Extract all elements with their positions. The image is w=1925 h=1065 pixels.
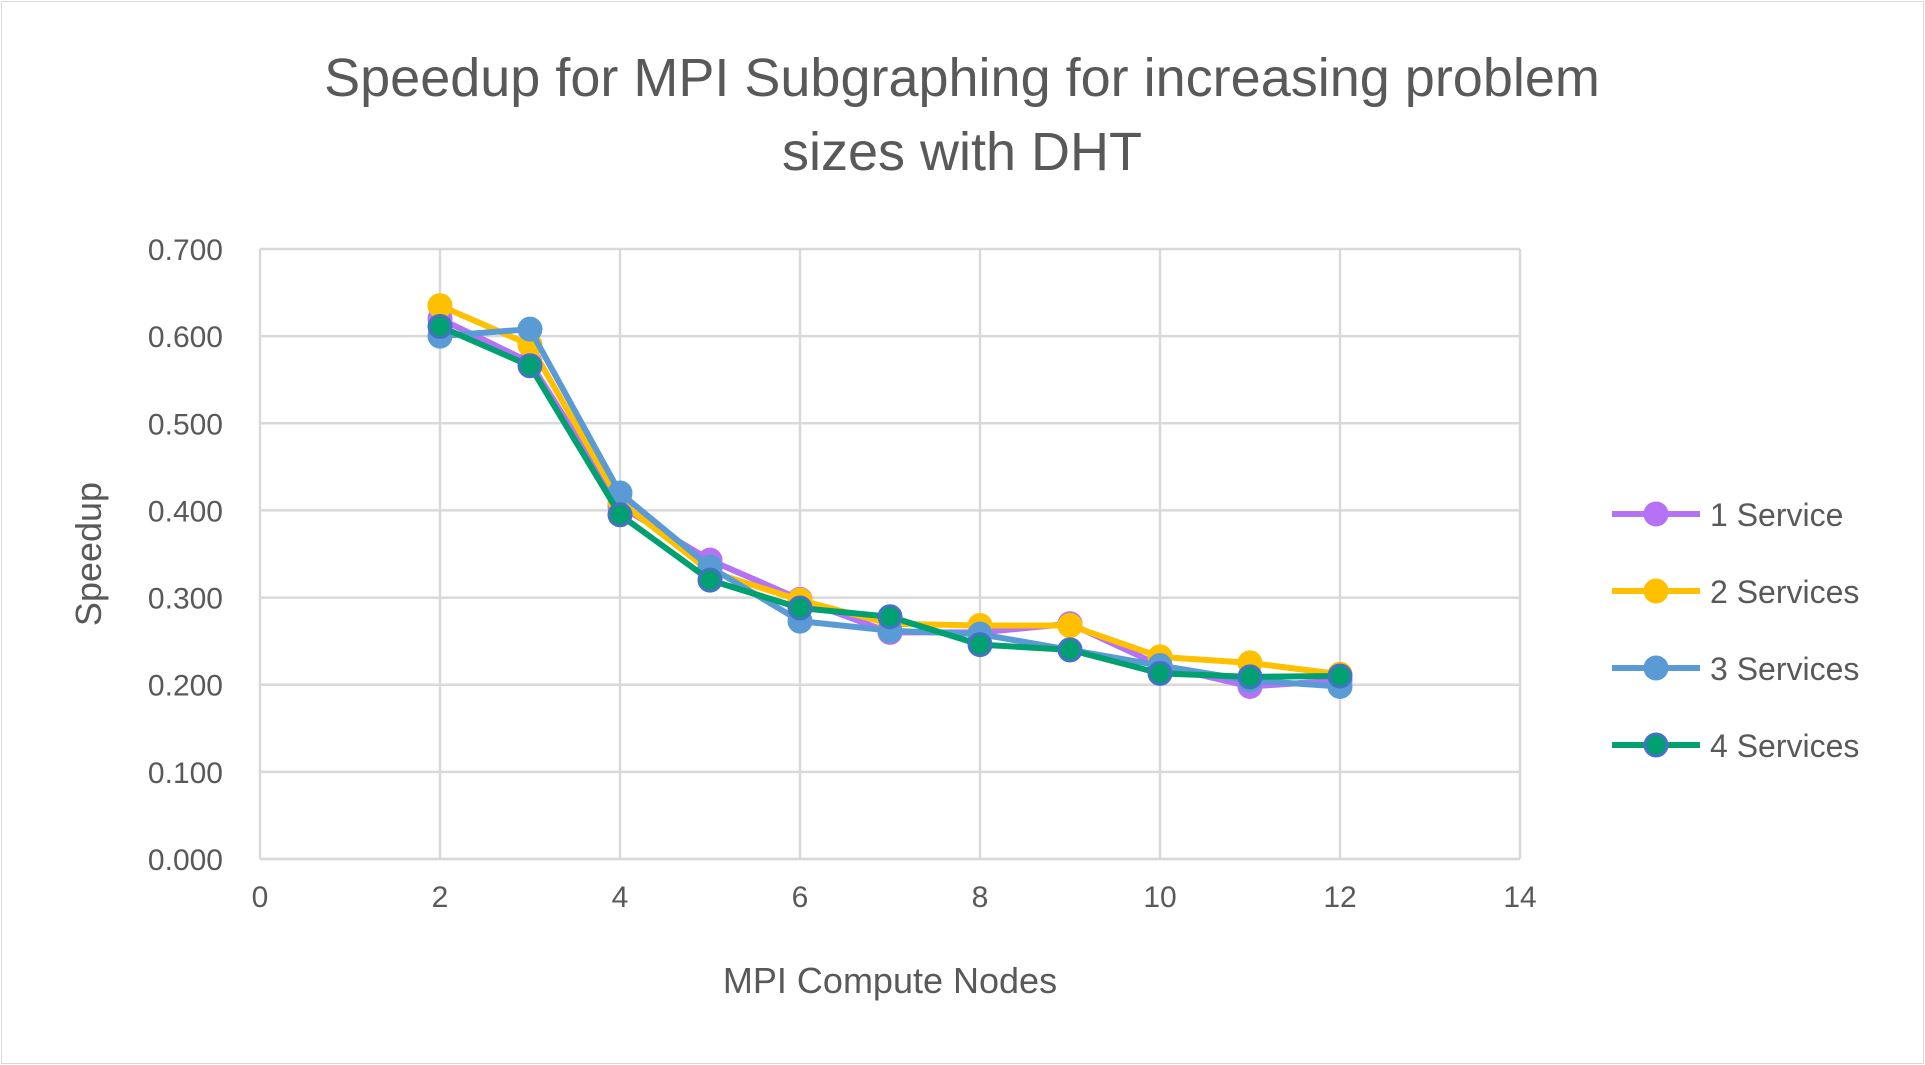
legend-label-3: 3 Services bbox=[1710, 651, 1859, 687]
legend-label-1: 1 Service bbox=[1710, 497, 1843, 533]
legend-label-2: 2 Services bbox=[1710, 574, 1859, 610]
y-tick-label: 0.000 bbox=[148, 844, 223, 877]
y-tick-label: 0.200 bbox=[148, 670, 223, 703]
legend-label-4: 4 Services bbox=[1710, 728, 1859, 764]
y-tick-label: 0.100 bbox=[148, 757, 223, 790]
x-tick-label: 4 bbox=[612, 881, 629, 914]
y-tick-label: 0.400 bbox=[148, 495, 223, 528]
data-point bbox=[1057, 612, 1083, 638]
data-point bbox=[517, 353, 543, 379]
legend-marker-4 bbox=[1643, 732, 1669, 758]
x-tick-label: 2 bbox=[432, 881, 449, 914]
data-point bbox=[787, 595, 813, 621]
data-point bbox=[517, 316, 543, 342]
x-tick-label: 12 bbox=[1323, 881, 1356, 914]
data-point bbox=[877, 604, 903, 630]
data-point bbox=[427, 314, 453, 340]
legend-marker-1 bbox=[1643, 501, 1669, 527]
data-point bbox=[967, 632, 993, 658]
x-tick-label: 8 bbox=[972, 881, 989, 914]
y-tick-label: 0.700 bbox=[148, 234, 223, 267]
x-tick-label: 6 bbox=[792, 881, 809, 914]
data-point bbox=[1057, 637, 1083, 663]
y-tick-label: 0.500 bbox=[148, 408, 223, 441]
chart-title-line-1: Speedup for MPI Subgraphing for increasi… bbox=[324, 48, 1600, 108]
data-point bbox=[1147, 660, 1173, 686]
data-point bbox=[427, 293, 453, 319]
data-point bbox=[697, 567, 723, 593]
data-point bbox=[1237, 664, 1263, 690]
legend-marker-3 bbox=[1643, 655, 1669, 681]
x-tick-label: 0 bbox=[252, 881, 269, 914]
y-tick-label: 0.300 bbox=[148, 583, 223, 616]
y-axis-label: Speedup bbox=[68, 482, 109, 626]
data-point bbox=[607, 502, 633, 528]
x-tick-label: 14 bbox=[1503, 881, 1536, 914]
x-tick-label: 10 bbox=[1143, 881, 1176, 914]
x-axis-label: MPI Compute Nodes bbox=[723, 960, 1057, 1001]
data-point bbox=[1327, 663, 1353, 689]
y-tick-label: 0.600 bbox=[148, 321, 223, 354]
legend-marker-2 bbox=[1643, 578, 1669, 604]
chart-title-line-2: sizes with DHT bbox=[782, 122, 1142, 182]
